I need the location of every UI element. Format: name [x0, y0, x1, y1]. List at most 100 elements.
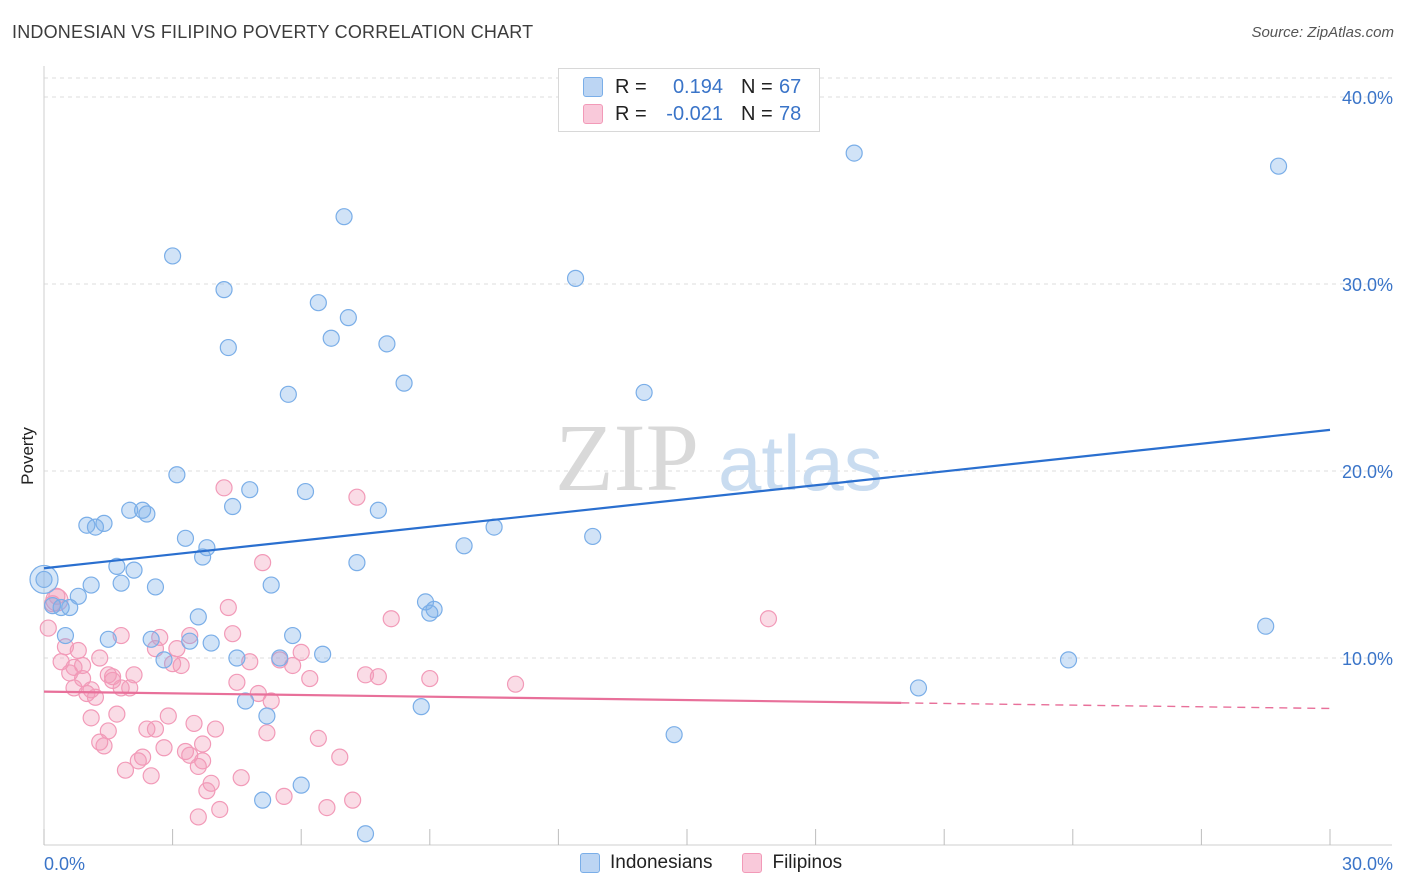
indonesians-point	[271, 649, 289, 667]
indonesians-point	[395, 374, 413, 392]
filipinos-point	[168, 640, 186, 658]
filipinos-point	[292, 643, 310, 661]
indonesians-point	[665, 726, 683, 744]
indonesians-point	[378, 335, 396, 353]
r-value: -0.021	[666, 102, 723, 125]
indonesians-point	[909, 679, 928, 697]
indonesians-point	[339, 309, 357, 327]
indonesians-point	[1257, 617, 1275, 635]
filipinos-point	[116, 761, 135, 779]
series-legend: Indonesians Filipinos	[580, 852, 872, 874]
filipinos-point	[189, 808, 207, 826]
indonesians-point	[845, 144, 863, 162]
indonesians-legend-swatch	[580, 853, 600, 873]
filipinos-point	[95, 737, 113, 755]
indonesians-point	[1269, 157, 1288, 175]
filipinos-point	[82, 709, 100, 727]
n-label: N =	[741, 75, 773, 98]
y-tick-label: 20.0%	[1342, 462, 1393, 482]
indonesians-point	[215, 281, 233, 299]
indonesians-point	[412, 698, 430, 716]
indonesians-point	[194, 548, 212, 566]
filipinos-point	[112, 626, 130, 645]
source-label: Source: ZipAtlas.com	[1251, 24, 1394, 41]
indonesians-point	[168, 466, 186, 484]
filipinos-point	[99, 722, 117, 740]
filipinos-point	[228, 673, 246, 691]
indonesians-point	[296, 482, 315, 501]
filipinos-point	[48, 587, 66, 605]
legend-row-indonesians: R = 0.194 N = 67	[583, 74, 801, 100]
filipinos-point	[181, 626, 199, 645]
filipinos-point	[241, 653, 259, 671]
n-label: N =	[741, 102, 773, 125]
legend-row-filipinos: R = -0.021 N = 78	[583, 101, 801, 127]
n-value: 67	[779, 75, 802, 98]
filipinos-point	[382, 610, 400, 628]
y-axis-label: Poverty	[18, 427, 37, 485]
filipinos-point	[301, 669, 319, 688]
indonesians-point	[254, 791, 272, 809]
indonesians-legend-label: Indonesians	[610, 852, 713, 873]
indonesians-swatch	[583, 77, 603, 97]
filipinos-point	[344, 791, 362, 809]
indonesians-point	[241, 481, 259, 499]
indonesians-point	[164, 247, 182, 265]
x-tick-label-min: 0.0%	[44, 854, 85, 874]
indonesians-point	[35, 570, 53, 589]
filipinos-point	[224, 625, 242, 643]
indonesians-point	[202, 634, 220, 652]
indonesians-trend-line	[43, 428, 1331, 570]
indonesians-point	[228, 649, 246, 667]
correlation-legend: R = 0.194 N = 67 R = -0.021 N = 78	[558, 68, 820, 132]
indonesians-point	[155, 651, 173, 669]
filipinos-point	[215, 479, 233, 497]
indonesians-point	[176, 529, 195, 547]
chart-title: INDONESIAN VS FILIPINO POVERTY CORRELATI…	[12, 22, 534, 42]
indonesians-point	[425, 600, 443, 618]
y-tick-label: 10.0%	[1342, 649, 1393, 669]
x-tick-label-max: 30.0%	[1342, 854, 1393, 874]
indonesians-point	[138, 505, 156, 523]
indonesians-point	[108, 557, 126, 575]
filipinos-point	[309, 729, 327, 748]
filipinos-point	[146, 720, 165, 738]
filipinos-point	[206, 720, 225, 738]
y-tick-label: 40.0%	[1342, 88, 1393, 108]
indonesians-point	[181, 632, 199, 650]
filipinos-point	[284, 656, 302, 675]
filipinos-point	[318, 798, 336, 817]
indonesians-point	[369, 501, 387, 519]
indonesians-point	[121, 501, 139, 519]
indonesians-point	[112, 574, 130, 592]
legend-item-indonesians: Indonesians	[580, 852, 712, 874]
indonesians-point	[292, 776, 310, 794]
filipinos-legend-swatch	[742, 853, 763, 873]
y-tick-label: 30.0%	[1342, 275, 1393, 295]
filipinos-point	[125, 666, 143, 684]
indonesians-point	[309, 294, 327, 312]
indonesians-point	[348, 554, 366, 572]
filipinos-point	[194, 752, 212, 770]
indonesians-point	[125, 561, 143, 579]
indonesians-point	[56, 626, 75, 645]
filipinos-point	[194, 735, 212, 753]
filipinos-point	[759, 610, 778, 628]
filipinos-point	[39, 619, 57, 637]
gridlines	[44, 77, 1392, 659]
filipinos-point	[108, 705, 126, 723]
indonesians-point	[198, 539, 216, 557]
indonesians-point	[314, 645, 332, 663]
filipinos-point	[254, 554, 272, 572]
watermark-zip: ZIP	[555, 404, 699, 511]
r-value: 0.194	[672, 75, 723, 98]
filipinos-point	[219, 598, 237, 617]
filipinos-trend-extension	[901, 702, 1331, 710]
r-label: R =	[615, 102, 647, 125]
indonesians-point	[219, 338, 237, 357]
filipinos-legend-label: Filipinos	[772, 852, 843, 873]
filipinos-point	[159, 707, 177, 725]
filipinos-points	[39, 479, 778, 826]
indonesians-point	[566, 269, 585, 287]
